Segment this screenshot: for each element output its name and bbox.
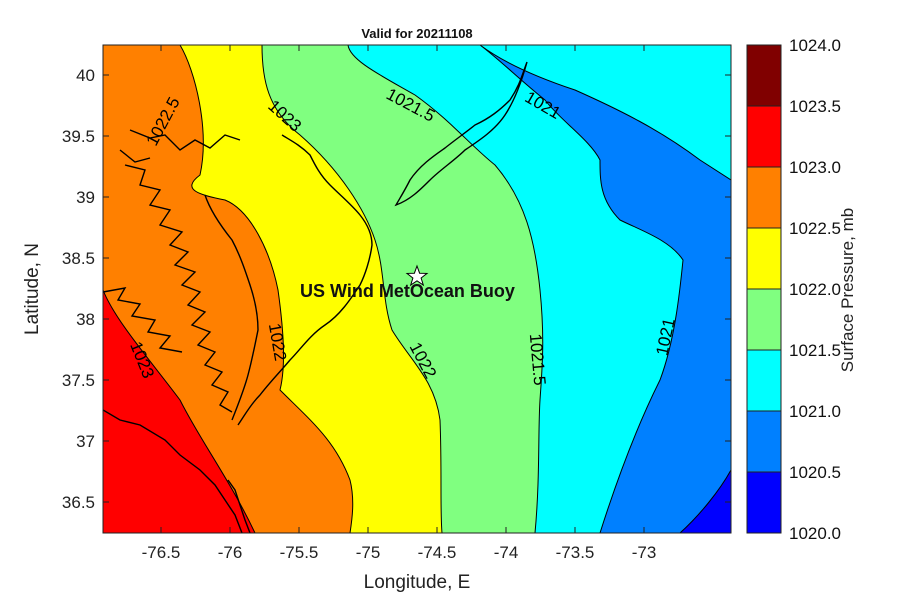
tick-marks	[103, 45, 731, 533]
pressure-field	[103, 45, 731, 533]
colorbar-tick-label: 1021.5	[789, 341, 841, 360]
y-tick-label: 37	[76, 432, 95, 451]
x-tick-label: -74	[494, 543, 519, 562]
colorbar-tick-label: 1020.0	[789, 524, 841, 543]
x-tick-labels: -76.5 -76 -75.5 -75 -74.5 -74 -73.5 -73	[142, 543, 657, 562]
colorbar-segment	[747, 289, 781, 350]
contour-line-1022-5	[179, 45, 354, 533]
band-1020-5-to-1021	[480, 45, 731, 533]
contour-line-1023	[103, 289, 256, 533]
map-title: Valid for 20211108	[361, 26, 472, 41]
star-icon	[405, 264, 429, 287]
contour-line-1021	[479, 45, 731, 533]
band-1023-to-1023-5	[103, 290, 255, 533]
buoy-label: US Wind MetOcean Buoy	[300, 281, 515, 301]
y-axis-label: Latitude, N	[22, 243, 43, 335]
colorbar-segment	[747, 228, 781, 289]
colorbar-tick-label: 1023.0	[789, 158, 841, 177]
axes-frame	[102, 44, 732, 534]
coastline-new-jersey	[394, 61, 528, 207]
coastline-potomac	[103, 287, 183, 353]
x-tick-label: -75	[356, 543, 381, 562]
contour-label: 1021.5	[526, 333, 549, 386]
colorbar-tick-label: 1022.5	[789, 219, 841, 238]
colorbar: 1024.0 1023.5 1023.0 1022.5 1022.0 1021.…	[746, 36, 857, 543]
y-tick-label: 39.5	[62, 127, 95, 146]
colorbar-tick-label: 1021.0	[789, 402, 841, 421]
y-tick-label: 38	[76, 310, 95, 329]
x-axis-label: Longitude, E	[364, 572, 471, 593]
band-1020-to-1020-5	[680, 470, 731, 533]
x-tick-label: -73.5	[556, 543, 595, 562]
colorbar-segment	[747, 350, 781, 411]
colorbar-segment	[747, 167, 781, 228]
y-tick-label: 40	[76, 66, 95, 85]
colorbar-segment	[747, 411, 781, 472]
colorbar-tick-label: 1022.0	[789, 280, 841, 299]
coastline-delmarva-west	[204, 194, 259, 421]
y-tick-label: 39	[76, 188, 95, 207]
colorbar-label: Surface Pressure, mb	[838, 208, 857, 372]
coastline-maryland-north	[119, 129, 241, 163]
x-tick-label: -75.5	[280, 543, 319, 562]
colorbar-frame	[746, 44, 782, 534]
y-tick-label: 37.5	[62, 371, 95, 390]
x-tick-label: -76	[218, 543, 243, 562]
y-tick-label: 38.5	[62, 249, 95, 268]
x-tick-label: -73	[632, 543, 657, 562]
colorbar-tick-label: 1023.5	[789, 97, 841, 116]
colorbar-tick-label: 1020.5	[789, 463, 841, 482]
colorbar-segment	[747, 45, 781, 106]
y-tick-label: 36.5	[62, 493, 95, 512]
contour-line-1021-5	[347, 45, 544, 533]
coastline-chesapeake	[124, 164, 233, 413]
coastline-delaware-bay	[237, 134, 373, 426]
contour-line-1020-5	[679, 469, 731, 533]
buoy-marker: US Wind MetOcean Buoy	[300, 264, 515, 301]
contour-line-1022	[261, 45, 443, 533]
contour-lines	[103, 45, 731, 533]
colorbar-segment	[747, 106, 781, 167]
colorbar-tick-label: 1024.0	[789, 36, 841, 55]
colorbar-segment	[747, 472, 781, 533]
coastline-virginia	[103, 409, 243, 533]
coastline-outer-banks	[227, 479, 251, 533]
y-tick-labels: 40 39.5 39 38.5 38 37.5 37 36.5	[62, 66, 95, 512]
x-tick-label: -74.5	[418, 543, 457, 562]
coastlines	[103, 61, 528, 533]
x-tick-label: -76.5	[142, 543, 181, 562]
